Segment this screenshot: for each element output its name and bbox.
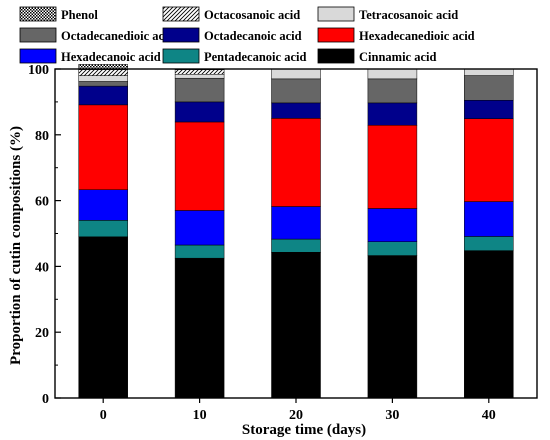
x-tick-label: 0	[100, 408, 107, 423]
bar-segment-cinnamic-acid-day-40	[464, 250, 514, 399]
legend-label-phenol: Phenol	[61, 8, 98, 22]
bar-segment-pentadecanoic-acid-day-10	[174, 244, 225, 259]
legend-label-cinnamic-acid: Cinnamic acid	[359, 50, 436, 64]
bar-segment-octadecanoic-acid-day-30	[367, 102, 418, 126]
x-axis-title: Storage time (days)	[242, 422, 366, 438]
legend-label-hexadecanoic-acid: Hexadecanoic acid	[61, 50, 161, 64]
bar-segment-octadecanoic-acid-day-20	[271, 102, 321, 119]
y-tick-label: 100	[28, 63, 49, 78]
x-tick-label: 40	[482, 408, 496, 423]
bar-segment-pentadecanoic-acid-day-0	[78, 220, 128, 238]
bar-segment-octadecanedioic-acid-day-30	[367, 78, 418, 104]
chart-legend: Phenol Octacosanoic acid Tetracosanoic aci…	[19, 6, 475, 64]
axes-group: 0 20 40 60 80 100 0 10 20 30 40 Storage time (days)…	[8, 63, 538, 438]
legend-swatch-octacosanoic-acid	[162, 6, 200, 22]
bar-segment-octadecanedioic-acid-day-40	[464, 75, 514, 101]
legend-label-pentadecanoic-acid: Pentadecanoic acid	[204, 50, 306, 64]
legend-swatch-pentadecanoic-acid	[162, 48, 200, 64]
bar-segment-tetracosanoic-acid-day-30	[367, 68, 418, 80]
bar-segment-pentadecanoic-acid-day-20	[271, 238, 321, 253]
bar-segment-hexadecanedioic-acid-day-30	[367, 125, 418, 209]
bar-segment-hexadecanedioic-acid-day-40	[464, 118, 514, 202]
legend-label-octadecanoic-acid: Octadecanoic acid	[204, 29, 302, 43]
bar-segment-octacosanoic-acid-day-10	[174, 69, 225, 75]
y-tick-label: 80	[35, 129, 49, 144]
bar-segment-hexadecanoic-acid-day-40	[464, 201, 514, 237]
legend-label-tetracosanoic-acid: Tetracosanoic acid	[359, 8, 458, 22]
bar-segment-cinnamic-acid-day-20	[271, 252, 321, 399]
legend-swatch-cinnamic-acid	[317, 48, 355, 64]
bar-segment-cinnamic-acid-day-0	[78, 236, 128, 399]
legend-swatch-hexadecanoic-acid	[19, 48, 57, 64]
legend-swatch-tetracosanoic-acid	[317, 6, 355, 22]
bar-segment-hexadecanedioic-acid-day-10	[174, 121, 225, 211]
bar-segment-octadecanedioic-acid-day-20	[271, 78, 321, 104]
bar-segment-hexadecanoic-acid-day-30	[367, 208, 418, 242]
bar-segment-tetracosanoic-acid-day-0	[78, 75, 128, 82]
bar-segment-tetracosanoic-acid-day-40	[464, 68, 514, 76]
bar-segment-hexadecanedioic-acid-day-0	[78, 104, 128, 190]
bar-segment-hexadecanoic-acid-day-0	[78, 189, 128, 221]
bar-segment-octadecanoic-acid-day-40	[464, 100, 514, 119]
legend-swatch-hexadecanedioic-acid	[317, 27, 355, 43]
bar-segment-hexadecanoic-acid-day-10	[174, 210, 225, 246]
legend-swatch-octadecanedioic-acid	[19, 27, 57, 43]
bar-segment-hexadecanedioic-acid-day-20	[271, 118, 321, 207]
legend-swatch-phenol	[19, 6, 57, 22]
bar-segment-octadecanoic-acid-day-0	[78, 85, 128, 106]
bar-segment-tetracosanoic-acid-day-20	[271, 68, 321, 80]
legend-label-octacosanoic-acid: Octacosanoic acid	[204, 8, 300, 22]
bars-group	[78, 64, 514, 399]
y-tick-label: 0	[42, 392, 49, 407]
bar-segment-pentadecanoic-acid-day-30	[367, 241, 418, 256]
bar-segment-octadecanedioic-acid-day-10	[174, 77, 225, 103]
x-tick-label: 30	[385, 408, 399, 423]
bar-segment-tetracosanoic-acid-day-10	[174, 74, 225, 79]
x-tick-label: 10	[193, 408, 207, 423]
bar-segment-cinnamic-acid-day-30	[367, 255, 418, 399]
legend-swatch-octadecanoic-acid	[162, 27, 200, 43]
bar-segment-octadecanoic-acid-day-10	[174, 101, 225, 123]
bar-segment-octadecanedioic-acid-day-0	[78, 81, 128, 87]
bar-segment-cinnamic-acid-day-10	[174, 257, 225, 399]
bar-segment-pentadecanoic-acid-day-40	[464, 236, 514, 251]
y-tick-label: 60	[35, 195, 49, 210]
legend-label-octadecanedioic-acid: Octadecanedioic acid	[61, 29, 175, 43]
bar-segment-octacosanoic-acid-day-0	[78, 69, 128, 76]
legend-label-hexadecanedioic-acid: Hexadecanedioic acid	[359, 29, 475, 43]
x-tick-label: 20	[289, 408, 303, 423]
y-axis-title: Proportion of cutin compositions (%)	[8, 126, 24, 365]
bar-segment-hexadecanoic-acid-day-20	[271, 206, 321, 240]
y-tick-label: 40	[35, 260, 49, 275]
y-tick-label: 20	[35, 326, 49, 341]
